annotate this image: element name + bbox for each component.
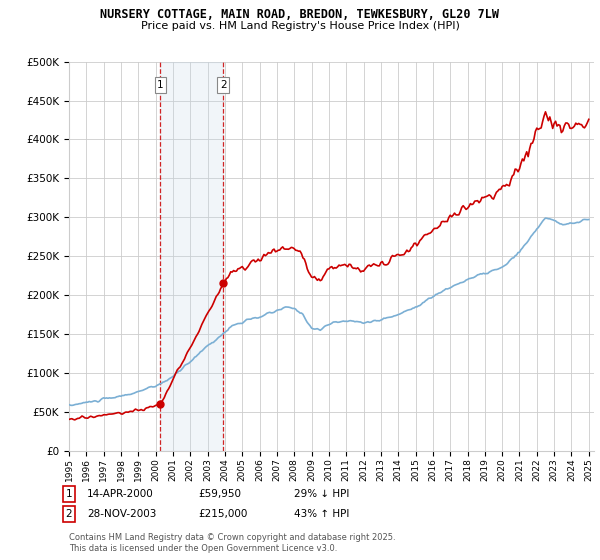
Text: Contains HM Land Registry data © Crown copyright and database right 2025.
This d: Contains HM Land Registry data © Crown c… — [69, 534, 395, 553]
Text: 43% ↑ HPI: 43% ↑ HPI — [294, 509, 349, 519]
Text: 28-NOV-2003: 28-NOV-2003 — [87, 509, 157, 519]
Text: 2: 2 — [220, 80, 227, 90]
Text: Price paid vs. HM Land Registry's House Price Index (HPI): Price paid vs. HM Land Registry's House … — [140, 21, 460, 31]
Text: 2: 2 — [65, 509, 73, 519]
Text: 1: 1 — [65, 489, 73, 499]
Text: 14-APR-2000: 14-APR-2000 — [87, 489, 154, 499]
Text: 29% ↓ HPI: 29% ↓ HPI — [294, 489, 349, 499]
Bar — [160, 62, 223, 451]
Text: NURSERY COTTAGE, MAIN ROAD, BREDON, TEWKESBURY, GL20 7LW: NURSERY COTTAGE, MAIN ROAD, BREDON, TEWK… — [101, 8, 499, 21]
Text: 1: 1 — [157, 80, 164, 90]
Text: £59,950: £59,950 — [198, 489, 241, 499]
Text: £215,000: £215,000 — [198, 509, 247, 519]
